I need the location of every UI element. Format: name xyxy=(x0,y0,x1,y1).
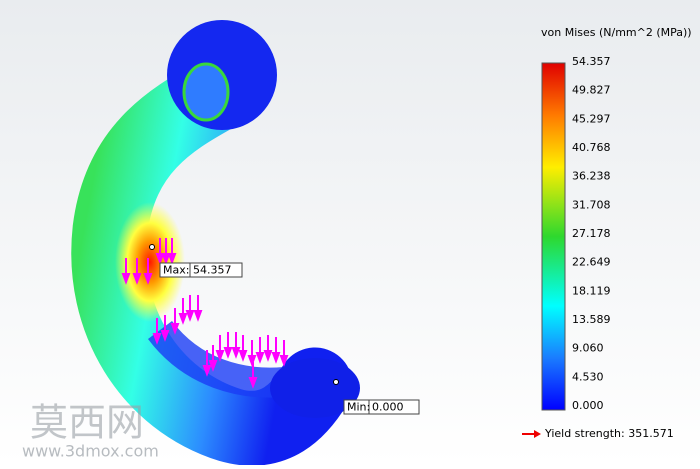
legend-label: 13.589 xyxy=(572,313,611,326)
legend-label: 18.119 xyxy=(572,284,611,297)
legend-label: 49.827 xyxy=(572,84,611,97)
legend-label: 40.768 xyxy=(572,141,611,154)
watermark-title: 莫西网 xyxy=(30,401,144,445)
load-arrow xyxy=(279,340,289,367)
max-label: Max: xyxy=(163,264,189,277)
load-arrow xyxy=(238,335,248,362)
legend-title: von Mises (N/mm^2 (MPa)) xyxy=(541,26,692,39)
load-arrow xyxy=(215,335,225,362)
legend-label: 22.649 xyxy=(572,256,611,269)
load-arrow xyxy=(178,298,188,325)
load-arrow xyxy=(152,318,162,345)
load-arrow xyxy=(170,308,180,335)
legend-label: 45.297 xyxy=(572,112,611,125)
load-arrows xyxy=(121,238,289,389)
legend-label: 36.238 xyxy=(572,170,611,183)
load-arrow xyxy=(121,258,131,285)
max-probe: Max: 54.357 xyxy=(159,262,243,278)
yield-arrow-head xyxy=(534,430,541,438)
color-bar xyxy=(541,62,566,411)
load-arrow xyxy=(167,238,177,265)
part-model xyxy=(71,20,360,466)
legend-label: 9.060 xyxy=(572,342,604,355)
load-arrow xyxy=(132,258,142,285)
load-arrow xyxy=(271,337,281,364)
yield-strength: Yield strength: 351.571 xyxy=(544,427,674,440)
watermark-url: www.3dmox.com xyxy=(22,442,159,461)
load-arrow xyxy=(248,362,258,389)
min-probe: Min: 0.000 xyxy=(343,399,420,415)
min-value: 0.000 xyxy=(372,401,404,414)
load-arrow xyxy=(231,332,241,359)
load-arrow xyxy=(143,258,153,285)
load-arrow xyxy=(193,295,203,322)
legend-label: 54.357 xyxy=(572,55,611,68)
min-label: Min: xyxy=(347,401,370,414)
load-arrow xyxy=(161,238,171,265)
load-arrow xyxy=(255,337,265,364)
legend-label: 31.708 xyxy=(572,198,611,211)
legend-label: 27.178 xyxy=(572,227,611,240)
load-arrow xyxy=(202,350,212,377)
legend-label: 4.530 xyxy=(572,370,604,383)
load-arrow xyxy=(247,340,257,367)
load-arrow xyxy=(223,332,233,359)
load-arrow xyxy=(208,345,218,372)
max-value: 54.357 xyxy=(193,264,232,277)
load-arrow xyxy=(263,335,273,362)
load-arrow xyxy=(185,295,195,322)
load-arrow xyxy=(160,315,170,342)
legend-label: 0.000 xyxy=(572,399,604,412)
load-arrow xyxy=(155,238,165,265)
